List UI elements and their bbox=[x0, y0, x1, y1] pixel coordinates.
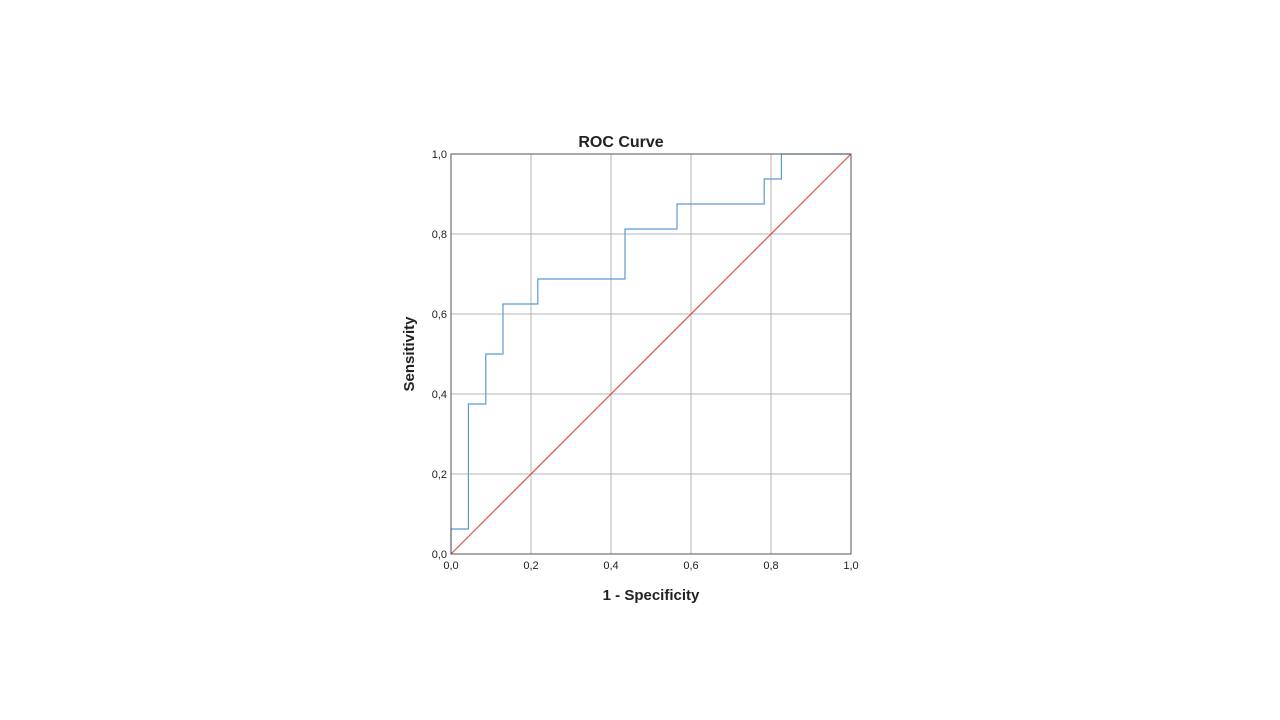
roc-curve-line bbox=[450, 153, 851, 554]
x-axis-label: 1 - Specificity bbox=[603, 587, 700, 604]
x-tick-label: 0,0 bbox=[443, 560, 458, 572]
y-tick-label: 0,8 bbox=[432, 229, 447, 241]
series-layer bbox=[450, 153, 852, 555]
plot-frame bbox=[450, 153, 852, 555]
x-tick-label: 0,4 bbox=[603, 560, 618, 572]
x-tick-label: 1,0 bbox=[843, 560, 858, 572]
reference-diagonal-line bbox=[450, 153, 852, 555]
x-tick-label: 0,2 bbox=[523, 560, 538, 572]
x-tick-label: 0,6 bbox=[683, 560, 698, 572]
chart-title: ROC Curve bbox=[578, 134, 663, 151]
y-tick-label: 0,6 bbox=[432, 309, 447, 321]
x-tick-label: 0,8 bbox=[763, 560, 778, 572]
y-axis-label: Sensitivity bbox=[401, 316, 418, 392]
grid-lines bbox=[451, 154, 851, 554]
y-tick-label: 0,2 bbox=[432, 469, 447, 481]
y-tick-label: 1,0 bbox=[432, 149, 447, 161]
tick-labels: 0,00,0 0,2 0,2 0,4 0,4 0,6 0,6 0,8 0,8 1,0 1,0 bbox=[432, 149, 859, 572]
y-tick-label: 0,4 bbox=[432, 389, 447, 401]
y-tick-label: 0,0 bbox=[432, 549, 447, 561]
